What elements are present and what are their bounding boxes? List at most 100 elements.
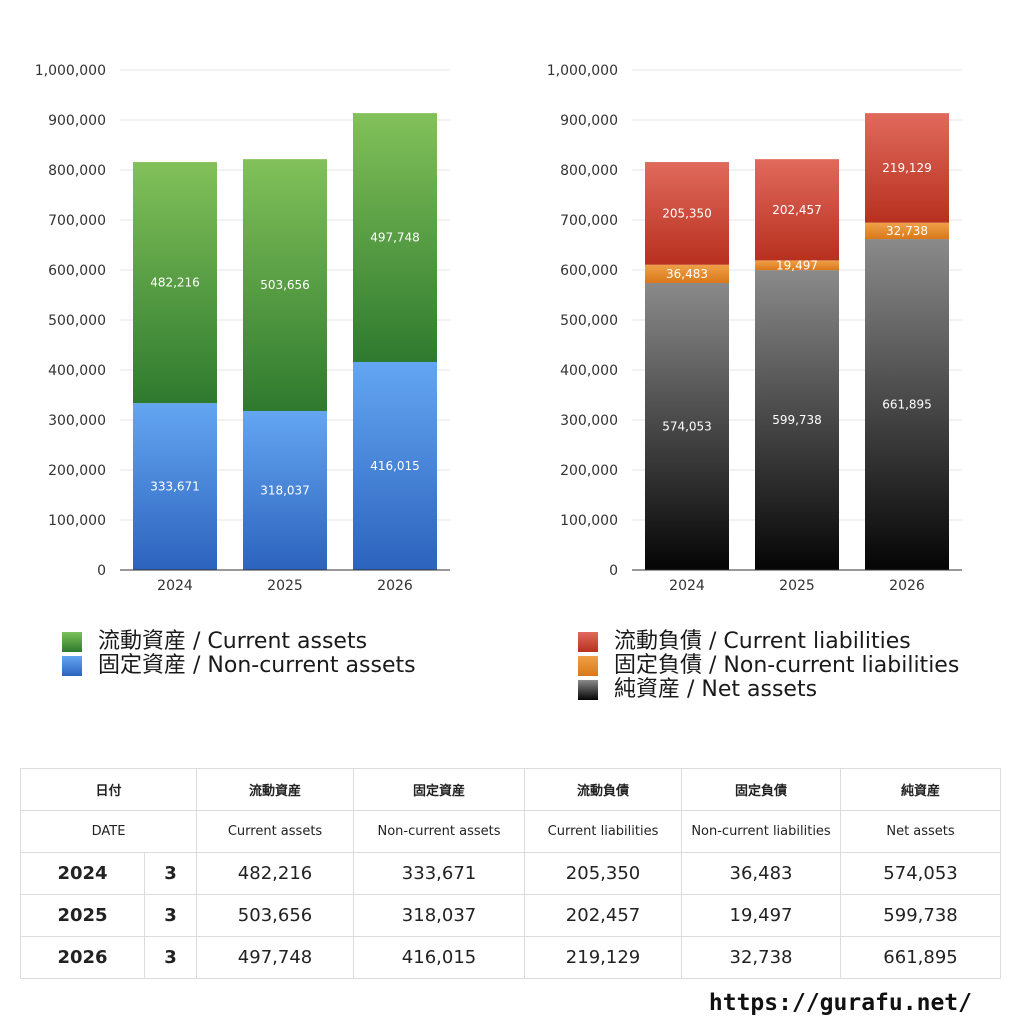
assets-chart: 0 100,000 200,000 300,000 400,000 500,000 600,…	[35, 63, 450, 594]
table-cell: 219,129	[524, 936, 683, 979]
table-cell: 416,015	[353, 936, 526, 979]
legend-label: 流動負債 / Current liabilities	[614, 629, 911, 654]
table-cell: 599,738	[840, 894, 1002, 937]
bar-data-label: 661,895	[882, 398, 932, 412]
legend-item-non-current-assets: 固定資産 / Non-current assets	[62, 654, 416, 678]
bar-segment	[865, 222, 949, 240]
table-header-cell: Current assets	[196, 810, 355, 853]
x-tick-label: 2024	[669, 578, 705, 594]
assets-legend: 流動資産 / Current assets 固定資産 / Non-current…	[62, 630, 416, 678]
bar-segment	[353, 113, 437, 362]
y-tick-label: 0	[609, 563, 618, 579]
table-cell: 36,483	[681, 852, 842, 895]
legend-swatch	[578, 680, 598, 700]
table-header-cell: 流動負債	[524, 768, 683, 811]
table-cell-year: 2025	[20, 894, 145, 937]
y-tick-label: 0	[97, 563, 106, 579]
legend-label: 固定資産 / Non-current assets	[98, 653, 416, 678]
x-tick-label: 2025	[267, 578, 303, 594]
bar-data-label: 19,497	[776, 258, 818, 272]
y-tick-label: 100,000	[560, 513, 618, 529]
liabilities-chart: 0 100,000 200,000 300,000 400,000 500,000 600,…	[547, 63, 962, 594]
x-tick-label: 2026	[377, 578, 413, 594]
legend-swatch	[62, 632, 82, 652]
table-cell-year: 2024	[20, 852, 145, 895]
x-tick-label: 2025	[779, 578, 815, 594]
y-tick-label: 900,000	[48, 113, 106, 129]
table-cell: 19,497	[681, 894, 842, 937]
bar-data-label: 202,457	[772, 203, 822, 217]
y-tick-label: 400,000	[48, 363, 106, 379]
bar-segment	[755, 159, 839, 261]
y-tick-label: 1,000,000	[547, 63, 618, 79]
y-tick-label: 500,000	[48, 313, 106, 329]
table-header-cell: 固定資産	[353, 768, 526, 811]
source-url[interactable]: https://gurafu.net/	[708, 990, 972, 1016]
bar-segment	[645, 282, 729, 570]
bar-data-label: 503,656	[260, 278, 310, 292]
table-cell: 205,350	[524, 852, 683, 895]
table-row: 2024 3 482,216 333,671 205,350 36,483 57…	[20, 852, 1002, 895]
table-cell: 574,053	[840, 852, 1002, 895]
y-tick-label: 200,000	[560, 463, 618, 479]
bar-data-label: 599,738	[772, 413, 822, 427]
bar-data-label: 497,748	[370, 231, 420, 245]
legend-swatch	[578, 632, 598, 652]
table-cell: 482,216	[196, 852, 355, 895]
table-cell-month: 3	[143, 894, 198, 937]
bar-segment	[755, 270, 839, 570]
table-row: 2025 3 503,656 318,037 202,457 19,497 59…	[20, 894, 1002, 937]
table-cell: 503,656	[196, 894, 355, 937]
legend-swatch	[578, 656, 598, 676]
bar-data-label: 482,216	[150, 276, 200, 290]
bar-data-label: 219,129	[882, 161, 932, 175]
table-row: 2026 3 497,748 416,015 219,129 32,738 66…	[20, 936, 1002, 979]
table-header-row-en: DATE Current assets Non-current assets C…	[19, 810, 1002, 853]
table-header-cell: Net assets	[840, 810, 1002, 853]
legend-item-non-current-liabilities: 固定負債 / Non-current liabilities	[578, 654, 959, 678]
bar-segment	[353, 361, 437, 570]
table-header-cell: Non-current liabilities	[681, 810, 842, 853]
y-tick-label: 800,000	[560, 163, 618, 179]
bar-segment	[133, 403, 217, 570]
legend-swatch	[62, 656, 82, 676]
table-cell: 202,457	[524, 894, 683, 937]
table-cell: 333,671	[353, 852, 526, 895]
bar-segment	[243, 159, 327, 411]
legend-item-current-liabilities: 流動負債 / Current liabilities	[578, 630, 959, 654]
y-tick-label: 1,000,000	[35, 63, 106, 79]
data-table: 日付 流動資産 固定資産 流動負債 固定負債 純資産 DATE Current …	[19, 768, 1002, 979]
legend-label: 純資産 / Net assets	[614, 677, 818, 702]
table-cell: 497,748	[196, 936, 355, 979]
bar-data-label: 416,015	[370, 459, 420, 473]
y-tick-label: 400,000	[560, 363, 618, 379]
table-header-cell: 固定負債	[681, 768, 842, 811]
table-cell-year: 2026	[20, 936, 145, 979]
x-tick-label: 2026	[889, 578, 925, 594]
table-header-cell: 流動資産	[196, 768, 355, 811]
table-header-row-jp: 日付 流動資産 固定資産 流動負債 固定負債 純資産	[19, 768, 1002, 811]
legend-item-net-assets: 純資産 / Net assets	[578, 678, 959, 702]
liabilities-legend: 流動負債 / Current liabilities 固定負債 / Non-cu…	[578, 630, 959, 702]
legend-label: 固定負債 / Non-current liabilities	[614, 653, 960, 678]
bar-segment	[755, 260, 839, 271]
table-cell: 661,895	[840, 936, 1002, 979]
bar-segment	[645, 264, 729, 283]
y-tick-label: 500,000	[560, 313, 618, 329]
bar-segment	[133, 162, 217, 404]
x-tick-label: 2024	[157, 578, 193, 594]
bar-segment	[645, 162, 729, 265]
y-tick-label: 800,000	[48, 163, 106, 179]
bar-segment	[243, 410, 327, 570]
y-tick-label: 900,000	[560, 113, 618, 129]
bar-segment	[865, 239, 949, 571]
table-header-cell: DATE	[19, 810, 198, 853]
legend-item-current-assets: 流動資産 / Current assets	[62, 630, 416, 654]
bar-data-label: 318,037	[260, 483, 310, 497]
table-cell: 32,738	[681, 936, 842, 979]
table-header-cell: 日付	[19, 768, 198, 811]
table-header-cell: Current liabilities	[524, 810, 683, 853]
bar-data-label: 333,671	[150, 480, 200, 494]
table-cell-month: 3	[143, 852, 198, 895]
legend-label: 流動資産 / Current assets	[98, 629, 368, 654]
